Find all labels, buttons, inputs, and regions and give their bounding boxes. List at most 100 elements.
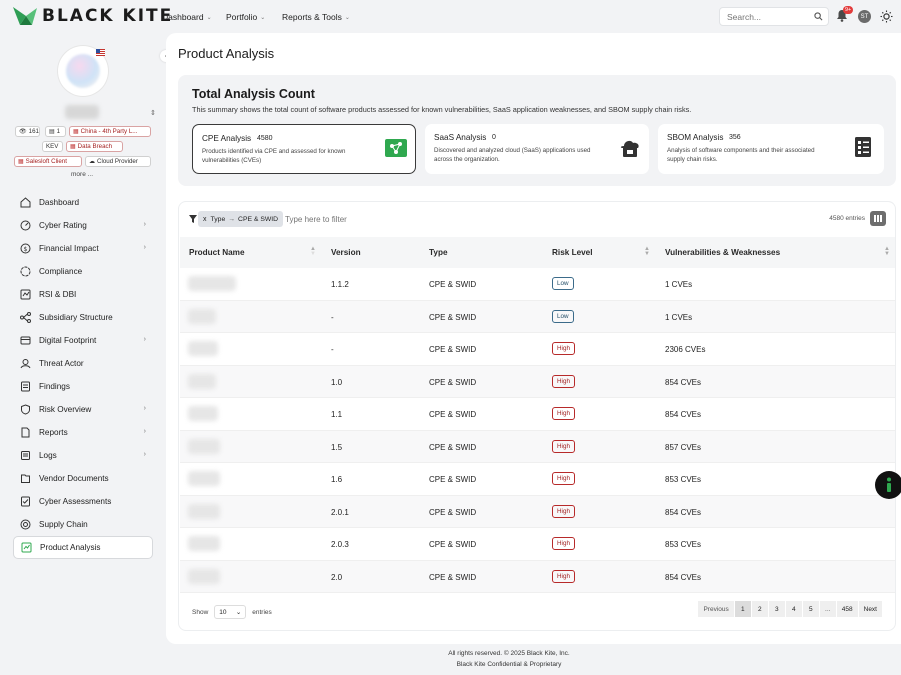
sun-icon[interactable] bbox=[880, 10, 893, 23]
column-settings-button[interactable] bbox=[870, 211, 886, 226]
card-sbom-analysis[interactable]: SBOM Analysis 356 Analysis of software c… bbox=[658, 124, 884, 174]
table-row[interactable]: 1.1.2 CPE & SWID Low 1 CVEs bbox=[180, 268, 895, 301]
table-row[interactable]: - CPE & SWID Low 1 CVEs bbox=[180, 300, 895, 333]
next-page-button[interactable]: Next bbox=[858, 601, 883, 617]
column-header-type[interactable]: Type bbox=[429, 248, 448, 257]
product-name-cell[interactable] bbox=[188, 438, 220, 454]
risk-badge: Low bbox=[552, 309, 574, 323]
vulns-cell[interactable]: 854 CVEs bbox=[665, 377, 702, 387]
sidebar-item-dashboard[interactable]: Dashboard bbox=[13, 191, 153, 214]
org-name[interactable] bbox=[65, 105, 99, 119]
column-header-product-name[interactable]: Product Name bbox=[189, 248, 245, 257]
vulns-cell[interactable]: 854 CVEs bbox=[665, 410, 702, 419]
page-button-3[interactable]: 3 bbox=[768, 601, 786, 617]
vulns-cell[interactable]: 857 CVEs bbox=[665, 442, 702, 452]
table-row[interactable]: 2.0 CPE & SWID High 854 CVEs bbox=[180, 560, 895, 593]
vulns-cell[interactable]: 2306 CVEs bbox=[665, 345, 706, 354]
card-cpe-analysis[interactable]: CPE Analysis 4580 Products identified vi… bbox=[192, 124, 416, 174]
alert-icon: ▦ bbox=[18, 159, 24, 165]
version-cell: 2.0.3 bbox=[331, 540, 349, 549]
assistant-button[interactable] bbox=[875, 471, 901, 499]
table-row[interactable]: 2.0.3 CPE & SWID High 853 CVEs bbox=[180, 528, 895, 561]
filter-chip-type[interactable]: x Type → CPE & SWID bbox=[198, 211, 284, 227]
product-name-cell[interactable] bbox=[188, 568, 220, 584]
nav-dashboard[interactable]: Dashboard ⌄ bbox=[162, 12, 212, 22]
product-name-cell[interactable] bbox=[188, 536, 220, 551]
vulns-cell[interactable]: 1 CVEs bbox=[665, 312, 693, 322]
page-button-last[interactable]: 458 bbox=[836, 601, 859, 617]
findings-icon bbox=[19, 381, 31, 393]
sidebar-item-cyber-assessments[interactable]: Cyber Assessments bbox=[13, 490, 153, 513]
column-header-vulnerabilities[interactable]: Vulnerabilities & Weaknesses bbox=[665, 248, 781, 257]
nav-reports-tools[interactable]: Reports & Tools ⌄ bbox=[282, 12, 350, 22]
tag-cloud-provider[interactable]: ☁ Cloud Provider bbox=[85, 156, 151, 167]
previous-page-button[interactable]: Previous bbox=[698, 601, 735, 617]
more-tags-link[interactable]: more ... bbox=[71, 171, 94, 178]
product-name-cell[interactable] bbox=[188, 276, 236, 291]
vulns-cell[interactable]: 853 CVEs bbox=[665, 540, 702, 549]
page-size-select[interactable]: 10 ⌄ bbox=[214, 605, 247, 619]
sort-icon[interactable]: ▲ ▼ bbox=[644, 246, 650, 257]
sidebar-item-rsi-dbi[interactable]: RSI & DBI bbox=[13, 283, 153, 306]
search-icon[interactable] bbox=[814, 12, 823, 21]
search-input[interactable] bbox=[727, 11, 813, 23]
product-name-cell[interactable] bbox=[188, 373, 216, 389]
card-saas-analysis[interactable]: SaaS Analysis 0 Discovered and analyzed … bbox=[425, 124, 649, 174]
product-name-cell[interactable] bbox=[188, 503, 220, 519]
page-button-5[interactable]: 5 bbox=[802, 601, 820, 617]
table-row[interactable]: 1.1 CPE & SWID High 854 CVEs bbox=[180, 398, 895, 431]
vulns-cell[interactable]: 853 CVEs bbox=[665, 475, 702, 484]
card-count: 0 bbox=[492, 134, 496, 141]
table-row[interactable]: - CPE & SWID High 2306 CVEs bbox=[180, 333, 895, 366]
sidebar-item-cyber-rating[interactable]: Cyber Rating › bbox=[13, 214, 153, 237]
brand-name: BLACK KITE bbox=[42, 6, 174, 26]
shield-icon bbox=[19, 404, 31, 416]
tag-kev[interactable]: KEV bbox=[42, 141, 63, 152]
product-name-cell[interactable] bbox=[188, 406, 218, 421]
table-row[interactable]: 1.5 CPE & SWID High 857 CVEs bbox=[180, 430, 895, 463]
page-button-2[interactable]: 2 bbox=[751, 601, 769, 617]
user-avatar[interactable]: ST bbox=[858, 10, 871, 23]
product-name-cell[interactable] bbox=[188, 341, 218, 356]
column-header-version[interactable]: Version bbox=[331, 248, 361, 257]
filter-icon[interactable] bbox=[189, 215, 197, 223]
tag-data-breach[interactable]: ▦ Data Breach bbox=[66, 141, 123, 152]
tag-salesloft-client[interactable]: ▦ Salesloft Client bbox=[14, 156, 82, 167]
tag-country[interactable]: ▦ China - 4th Party L... bbox=[69, 126, 151, 137]
product-name-cell[interactable] bbox=[188, 471, 220, 486]
filter-input[interactable] bbox=[285, 213, 445, 226]
column-header-risk-level[interactable]: Risk Level bbox=[552, 248, 593, 257]
remove-filter-icon[interactable]: x bbox=[203, 215, 207, 223]
vulns-cell[interactable]: 854 CVEs bbox=[665, 572, 702, 582]
logo[interactable]: BLACK KITE bbox=[12, 4, 173, 28]
sidebar-item-findings[interactable]: Findings bbox=[13, 375, 153, 398]
sort-icon[interactable]: ▲ ▼ bbox=[310, 246, 316, 257]
table-row[interactable]: 2.0.1 CPE & SWID High 854 CVEs bbox=[180, 495, 895, 528]
sidebar-item-vendor-documents[interactable]: Vendor Documents bbox=[13, 467, 153, 490]
nav-portfolio[interactable]: Portfolio ⌄ bbox=[226, 12, 265, 22]
tag-count-2[interactable]: ▤ 1 bbox=[45, 126, 66, 137]
sidebar-item-logs[interactable]: Logs › bbox=[13, 444, 153, 467]
sidebar-item-threat-actor[interactable]: Threat Actor bbox=[13, 352, 153, 375]
sidebar-item-subsidiary-structure[interactable]: Subsidiary Structure bbox=[13, 306, 153, 329]
vulns-cell[interactable]: 854 CVEs bbox=[665, 507, 702, 517]
sidebar-item-reports[interactable]: Reports › bbox=[13, 421, 153, 444]
page-button-4[interactable]: 4 bbox=[785, 601, 803, 617]
table-row[interactable]: 1.6 CPE & SWID High 853 CVEs bbox=[180, 463, 895, 496]
sidebar-item-digital-footprint[interactable]: Digital Footprint › bbox=[13, 329, 153, 352]
page-title: Product Analysis bbox=[178, 46, 275, 61]
sort-icon[interactable]: ▲ ▼ bbox=[884, 246, 890, 257]
table-row[interactable]: 1.0 CPE & SWID High 854 CVEs bbox=[180, 365, 895, 398]
tag-count-1[interactable]: 👁 161 bbox=[15, 126, 40, 137]
chevron-updown-icon[interactable]: ⇕ bbox=[150, 110, 156, 117]
product-name-cell[interactable] bbox=[188, 308, 216, 324]
sidebar-item-risk-overview[interactable]: Risk Overview › bbox=[13, 398, 153, 421]
sidebar-item-financial-impact[interactable]: $ Financial Impact › bbox=[13, 237, 153, 260]
sidebar-item-compliance[interactable]: Compliance bbox=[13, 260, 153, 283]
warning-icon: ▦ bbox=[73, 129, 79, 135]
sidebar-item-supply-chain[interactable]: Supply Chain bbox=[13, 513, 153, 536]
vulns-cell[interactable]: 1 CVEs bbox=[665, 280, 693, 289]
page-button-1[interactable]: 1 bbox=[734, 601, 752, 617]
sidebar-item-product-analysis[interactable]: Product Analysis bbox=[13, 536, 153, 559]
org-avatar[interactable] bbox=[58, 46, 108, 96]
